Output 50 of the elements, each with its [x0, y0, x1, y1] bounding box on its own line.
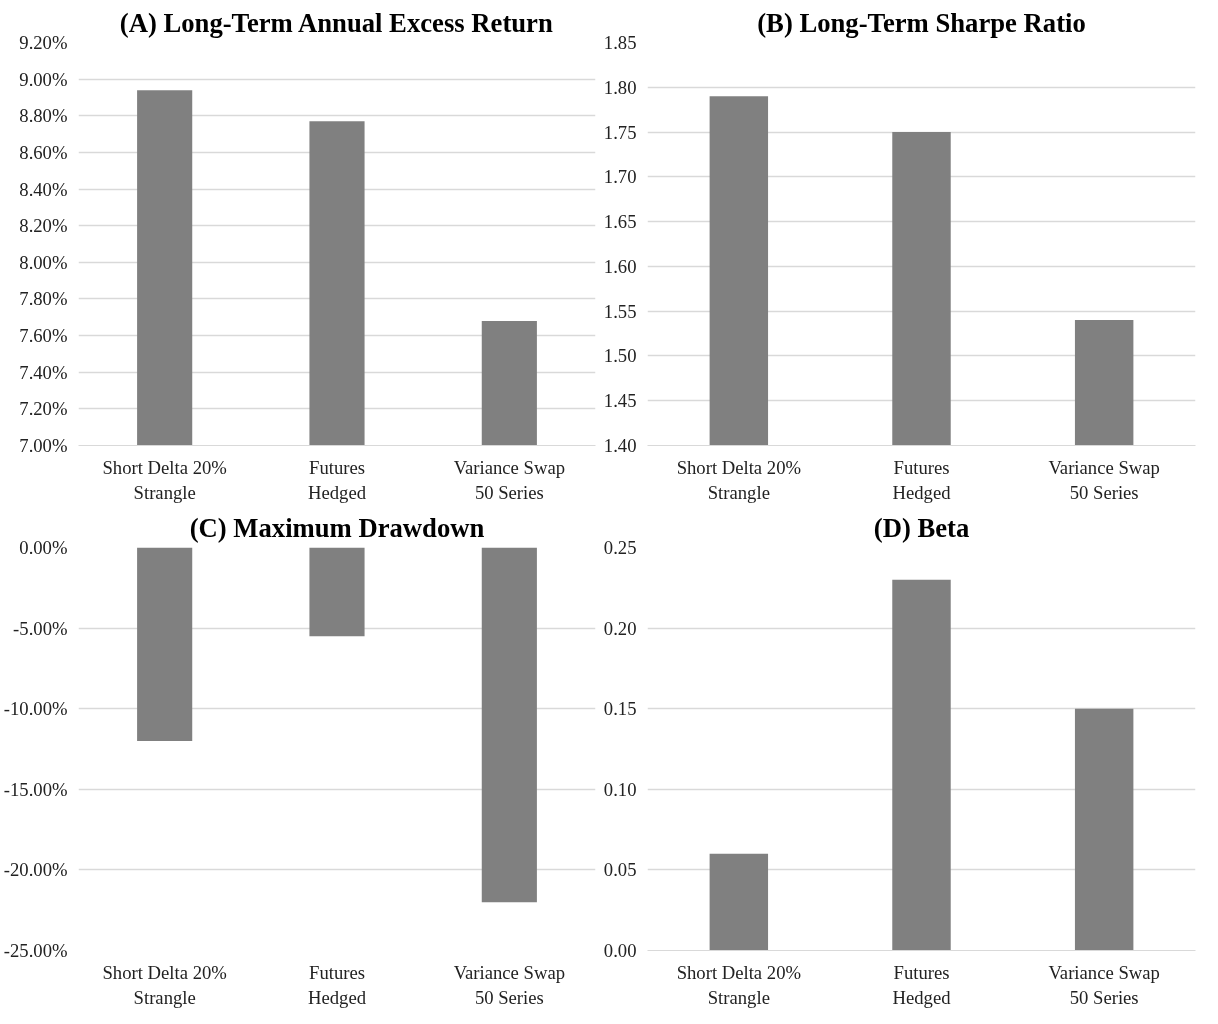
y-tick-label: 1.60: [603, 255, 637, 277]
chart-title: (C) Maximum Drawdown: [189, 512, 485, 543]
y-tick-label: 8.40%: [19, 178, 68, 200]
y-tick-label: 8.00%: [19, 251, 68, 273]
y-tick-label: 0.20: [603, 617, 637, 639]
y-tick-label: 0.00%: [19, 537, 68, 558]
y-tick-label: 1.80: [603, 76, 637, 98]
y-tick-label: 1.70: [603, 166, 637, 188]
y-tick-label: 0.25: [603, 537, 637, 558]
x-tick-label: Short Delta 20% Strangle: [102, 961, 227, 1008]
y-tick-label: 7.40%: [19, 361, 68, 383]
y-tick-label: 9.20%: [19, 32, 68, 53]
x-tick-label: Futures Hedged: [307, 961, 367, 1008]
y-tick-label: -15.00%: [3, 778, 68, 800]
x-tick-label: Variance Swap 50 Series: [1048, 961, 1160, 1008]
x-tick-label: Short Delta 20% Strangle: [676, 961, 802, 1008]
y-tick-label: 1.75: [603, 121, 637, 143]
x-tick-label: Variance Swap 50 Series: [453, 961, 566, 1008]
y-tick-label: 1.50: [603, 345, 637, 367]
x-tick-label: Short Delta 20% Strangle: [102, 456, 227, 503]
x-tick-label: Futures Hedged: [307, 456, 367, 503]
chart-title: (D) Beta: [873, 512, 970, 543]
y-tick-label: 1.45: [603, 390, 637, 412]
y-tick-label: 1.40: [603, 435, 637, 456]
y-tick-label: -25.00%: [3, 940, 68, 961]
y-tick-label: 7.20%: [19, 398, 68, 420]
y-tick-label: 0.05: [603, 859, 637, 881]
y-tick-label: 1.85: [603, 32, 637, 53]
y-tick-label: 9.00%: [19, 68, 68, 90]
y-tick-label: 8.80%: [19, 105, 68, 127]
y-tick-label: -20.00%: [3, 859, 68, 881]
x-tick-label: Short Delta 20% Strangle: [676, 456, 802, 503]
y-tick-label: -10.00%: [3, 698, 68, 720]
y-tick-label: 0.00: [603, 940, 637, 961]
x-tick-label: Futures Hedged: [892, 961, 952, 1008]
x-tick-label: Variance Swap 50 Series: [1048, 456, 1160, 503]
x-tick-label: Variance Swap 50 Series: [453, 456, 566, 503]
y-tick-label: 7.80%: [19, 288, 68, 310]
y-tick-label: 7.60%: [19, 325, 68, 347]
y-tick-label: 0.15: [603, 698, 637, 720]
chart-title: (A) Long-Term Annual Excess Return: [119, 7, 553, 38]
y-tick-label: 1.65: [603, 211, 637, 233]
x-tick-label: Futures Hedged: [892, 456, 952, 503]
y-tick-label: 8.20%: [19, 215, 68, 237]
y-tick-label: 7.00%: [19, 435, 68, 456]
chart-title: (B) Long-Term Sharpe Ratio: [757, 7, 1086, 38]
y-tick-label: 1.55: [603, 300, 637, 322]
y-tick-label: 0.10: [603, 778, 637, 800]
y-tick-label: -5.00%: [13, 617, 68, 639]
y-tick-label: 8.60%: [19, 141, 68, 163]
